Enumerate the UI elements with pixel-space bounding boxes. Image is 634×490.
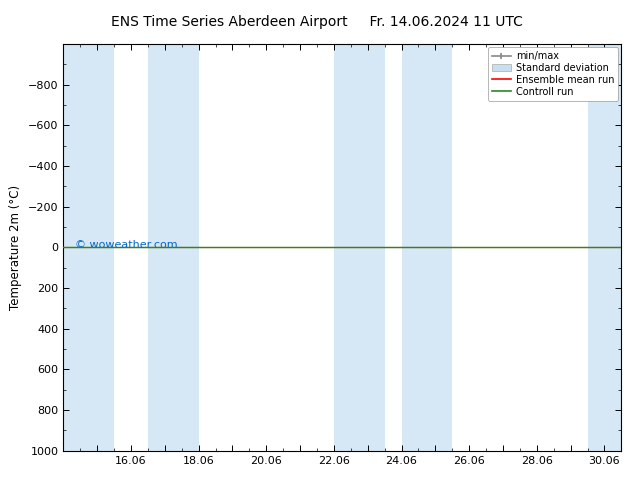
Bar bbox=[588, 44, 634, 451]
Bar bbox=[148, 44, 198, 451]
Text: ENS Time Series Aberdeen Airport     Fr. 14.06.2024 11 UTC: ENS Time Series Aberdeen Airport Fr. 14.… bbox=[111, 15, 523, 29]
Text: © woweather.com: © woweather.com bbox=[75, 241, 177, 250]
Bar bbox=[401, 44, 452, 451]
Legend: min/max, Standard deviation, Ensemble mean run, Controll run: min/max, Standard deviation, Ensemble me… bbox=[488, 47, 618, 100]
Y-axis label: Temperature 2m (°C): Temperature 2m (°C) bbox=[10, 185, 22, 310]
Bar bbox=[334, 44, 385, 451]
Bar bbox=[63, 44, 114, 451]
